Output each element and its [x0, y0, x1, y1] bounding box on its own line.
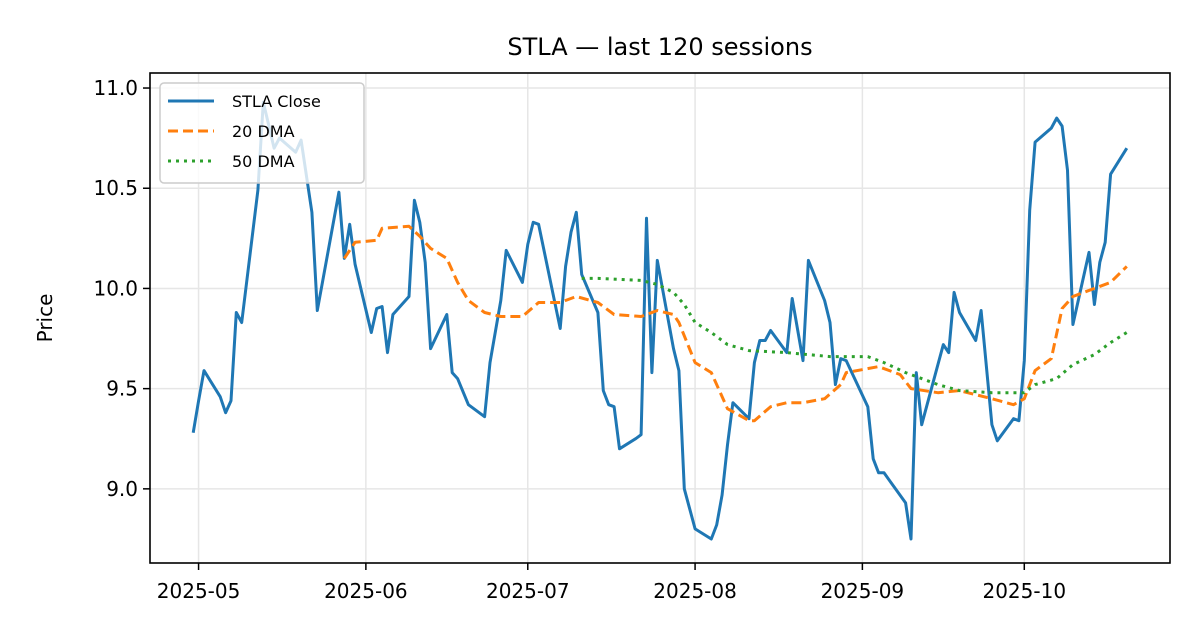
y-tick-label: 10.0: [93, 276, 138, 300]
y-axis: 9.0 9.5 10.0 10.5 11.0: [93, 76, 150, 501]
x-tick-label: 2025-07: [486, 579, 570, 603]
plot-frame: [149, 72, 1171, 564]
x-tick-label: 2025-06: [324, 579, 408, 603]
x-tick-label: 2025-05: [157, 579, 241, 603]
series-line-50-dma: [581, 276, 1128, 395]
legend-label: 20 DMA: [232, 122, 295, 141]
y-tick-label: 9.5: [106, 377, 138, 401]
x-axis: 2025-05 2025-06 2025-07 2025-08 2025-09 2025-…: [157, 563, 1066, 603]
x-tick-label: 2025-09: [821, 579, 905, 603]
series-line-stla-close: [191, 100, 1129, 541]
x-tick-label: 2025-10: [982, 579, 1066, 603]
x-tick-label: 2025-08: [653, 579, 737, 603]
y-axis-label: Price: [33, 294, 57, 343]
legend: STLA Close 20 DMA 50 DMA: [159, 82, 365, 184]
series-line-20-dma: [343, 224, 1128, 423]
chart-title: STLA — last 120 sessions: [507, 33, 812, 61]
y-tick-label: 11.0: [93, 76, 138, 100]
y-tick-label: 10.5: [93, 176, 138, 200]
legend-box: [159, 82, 365, 184]
series-lines: [191, 100, 1129, 541]
y-tick-label: 9.0: [106, 477, 138, 501]
legend-label: 50 DMA: [232, 152, 295, 171]
legend-label: STLA Close: [232, 92, 321, 111]
